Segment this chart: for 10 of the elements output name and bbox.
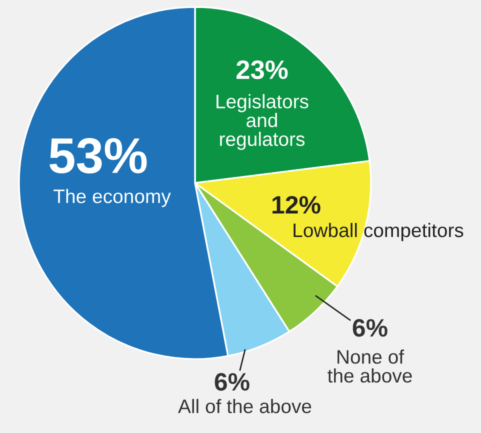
data-label: 23% (236, 60, 288, 80)
slice-label: Lowball competitors (294, 222, 464, 242)
data-label: 6% (214, 373, 250, 391)
data-label: 12% (272, 196, 320, 214)
slice-label: All of the above (178, 398, 312, 414)
data-label: 53% (50, 138, 147, 174)
slice-label: The economy (54, 188, 171, 208)
slice-label: Legislators and regulators (216, 94, 308, 150)
data-label: 6% (352, 319, 388, 337)
slice-label: None of the above (328, 350, 412, 383)
